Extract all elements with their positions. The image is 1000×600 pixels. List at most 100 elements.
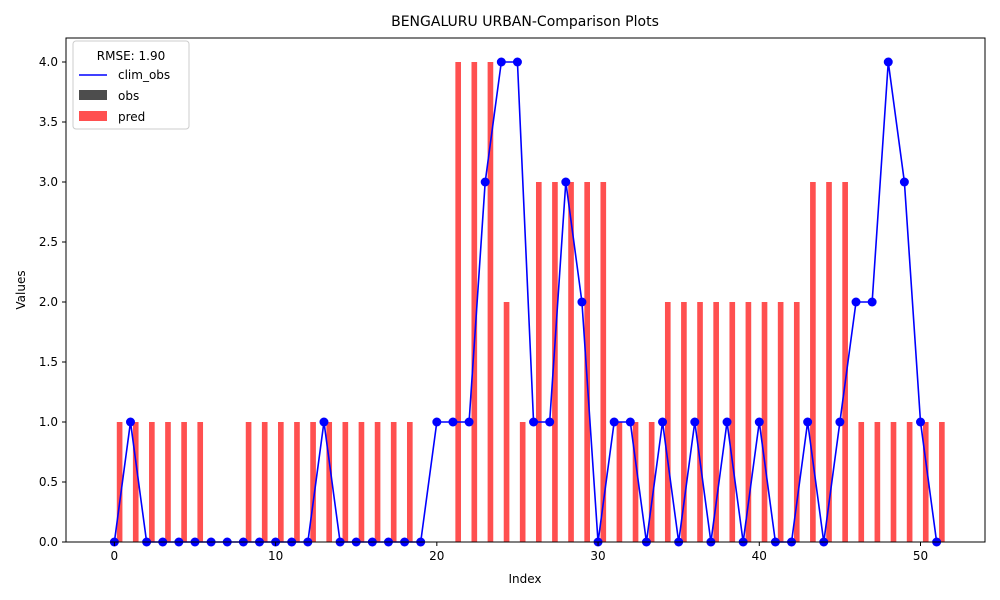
pred-bar	[810, 182, 816, 542]
pred-bar	[632, 422, 639, 542]
clim-obs-point	[916, 417, 926, 427]
pred-bar	[842, 182, 848, 542]
y-tick-label: 0.5	[39, 475, 58, 489]
clim-obs-point	[125, 417, 135, 427]
pred-bar	[777, 302, 784, 542]
y-tick-label: 2.0	[39, 295, 58, 309]
pred-bar	[455, 62, 462, 542]
pred-bar	[552, 182, 558, 542]
pred-bar	[681, 302, 687, 542]
x-tick-label: 10	[268, 549, 283, 563]
y-ticks: 0.0 0.5 1.0 1.5 2.0 2.5 3.0 3.5 4.0	[39, 55, 66, 549]
pred-bar	[922, 422, 929, 542]
clim-obs-point	[448, 417, 458, 427]
clim-obs-point	[835, 417, 845, 427]
x-axis-label: Index	[508, 572, 541, 586]
pred-bar	[374, 422, 381, 542]
pred-bar	[261, 422, 268, 542]
clim-obs-point	[722, 417, 732, 427]
x-tick-label: 30	[590, 549, 605, 563]
clim-obs-point	[883, 57, 893, 67]
pred-bar	[390, 422, 397, 542]
pred-bar	[165, 422, 171, 542]
legend-obs-swatch	[79, 90, 107, 100]
clim-obs-point	[529, 417, 539, 427]
clim-obs-point	[545, 417, 555, 427]
clim-obs-point	[867, 297, 877, 307]
y-axis-label: Values	[14, 270, 28, 309]
x-tick-label: 0	[111, 549, 119, 563]
pred-bar	[890, 422, 897, 542]
clim-obs-point	[577, 297, 587, 307]
clim-obs-point	[803, 417, 813, 427]
legend-obs-label: obs	[118, 89, 139, 103]
legend-pred-swatch	[79, 111, 107, 121]
clim-obs-point	[899, 177, 909, 187]
pred-bar	[342, 422, 349, 542]
pred-bar	[745, 302, 752, 542]
y-tick-label: 1.5	[39, 355, 58, 369]
pred-bar	[761, 302, 768, 542]
chart-title: BENGALURU URBAN-Comparison Plots	[391, 14, 659, 30]
clim-obs-point	[658, 417, 668, 427]
pred-bar	[519, 422, 526, 542]
pred-bar	[406, 422, 413, 542]
y-tick-label: 3.5	[39, 115, 58, 129]
clim-obs-point	[480, 177, 490, 187]
pred-bar	[149, 422, 155, 542]
clim-obs-point	[496, 57, 506, 67]
pred-bar	[503, 302, 510, 542]
clim-obs-point	[432, 417, 442, 427]
pred-bar	[939, 422, 945, 542]
pred-bar	[584, 182, 590, 542]
clim-obs-point	[690, 417, 700, 427]
pred-bar	[278, 422, 284, 542]
line-layer	[109, 57, 942, 547]
pred-bar	[713, 302, 719, 542]
pred-bar	[294, 422, 300, 542]
pred-bar	[906, 422, 913, 542]
pred-bar	[793, 302, 800, 542]
legend-clim-obs-label: clim_obs	[118, 68, 170, 82]
y-tick-label: 1.0	[39, 415, 58, 429]
legend-pred-label: pred	[118, 110, 145, 124]
plot-frame	[65, 37, 986, 543]
pred-bar	[600, 182, 607, 542]
pred-bar	[697, 302, 703, 542]
clim-obs-point	[464, 417, 474, 427]
pred-bar	[487, 62, 494, 542]
bars-layer	[116, 62, 945, 542]
pred-bar	[858, 422, 865, 542]
pred-bar	[326, 422, 333, 542]
clim-obs-point	[319, 417, 329, 427]
pred-bar	[874, 422, 881, 542]
clim-obs-point	[851, 297, 861, 307]
pred-bar	[181, 422, 187, 542]
legend: RMSE: 1.90 clim_obs obs pred	[72, 40, 190, 130]
pred-bar	[358, 422, 365, 542]
clim-obs-point	[625, 417, 635, 427]
clim-obs-point	[609, 417, 619, 427]
pred-bar	[245, 422, 252, 542]
pred-bar	[568, 182, 574, 542]
pred-bar	[826, 182, 832, 542]
clim-obs-point	[754, 417, 764, 427]
pred-bar	[729, 302, 736, 542]
legend-title: RMSE: 1.90	[97, 49, 165, 63]
legend-box	[72, 40, 190, 130]
pred-bar	[197, 422, 204, 542]
y-tick-label: 2.5	[39, 235, 58, 249]
pred-bar	[132, 422, 139, 542]
x-tick-label: 20	[429, 549, 444, 563]
y-tick-label: 0.0	[39, 535, 58, 549]
pred-bar	[616, 422, 623, 542]
y-tick-label: 4.0	[39, 55, 58, 69]
pred-bar	[471, 62, 478, 542]
pred-bar	[535, 182, 542, 542]
y-tick-label: 3.0	[39, 175, 58, 189]
pred-bar	[664, 302, 671, 542]
x-tick-label: 50	[913, 549, 928, 563]
x-ticks: 0 10 20 30 40 50	[111, 542, 928, 563]
clim-obs-point	[512, 57, 522, 67]
